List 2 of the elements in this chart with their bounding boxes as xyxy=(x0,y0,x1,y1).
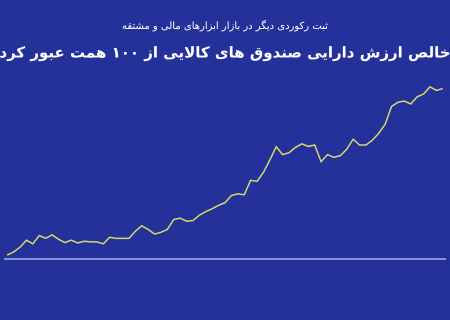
chart-title: خالص ارزش دارایی صندوق های کالایی از ۱۰۰ همت عبور کرد xyxy=(0,43,450,62)
chart-subtitle: ثبت رکوردی دیگر در بازار ابزارهای مالی و مشتقه xyxy=(122,20,328,32)
